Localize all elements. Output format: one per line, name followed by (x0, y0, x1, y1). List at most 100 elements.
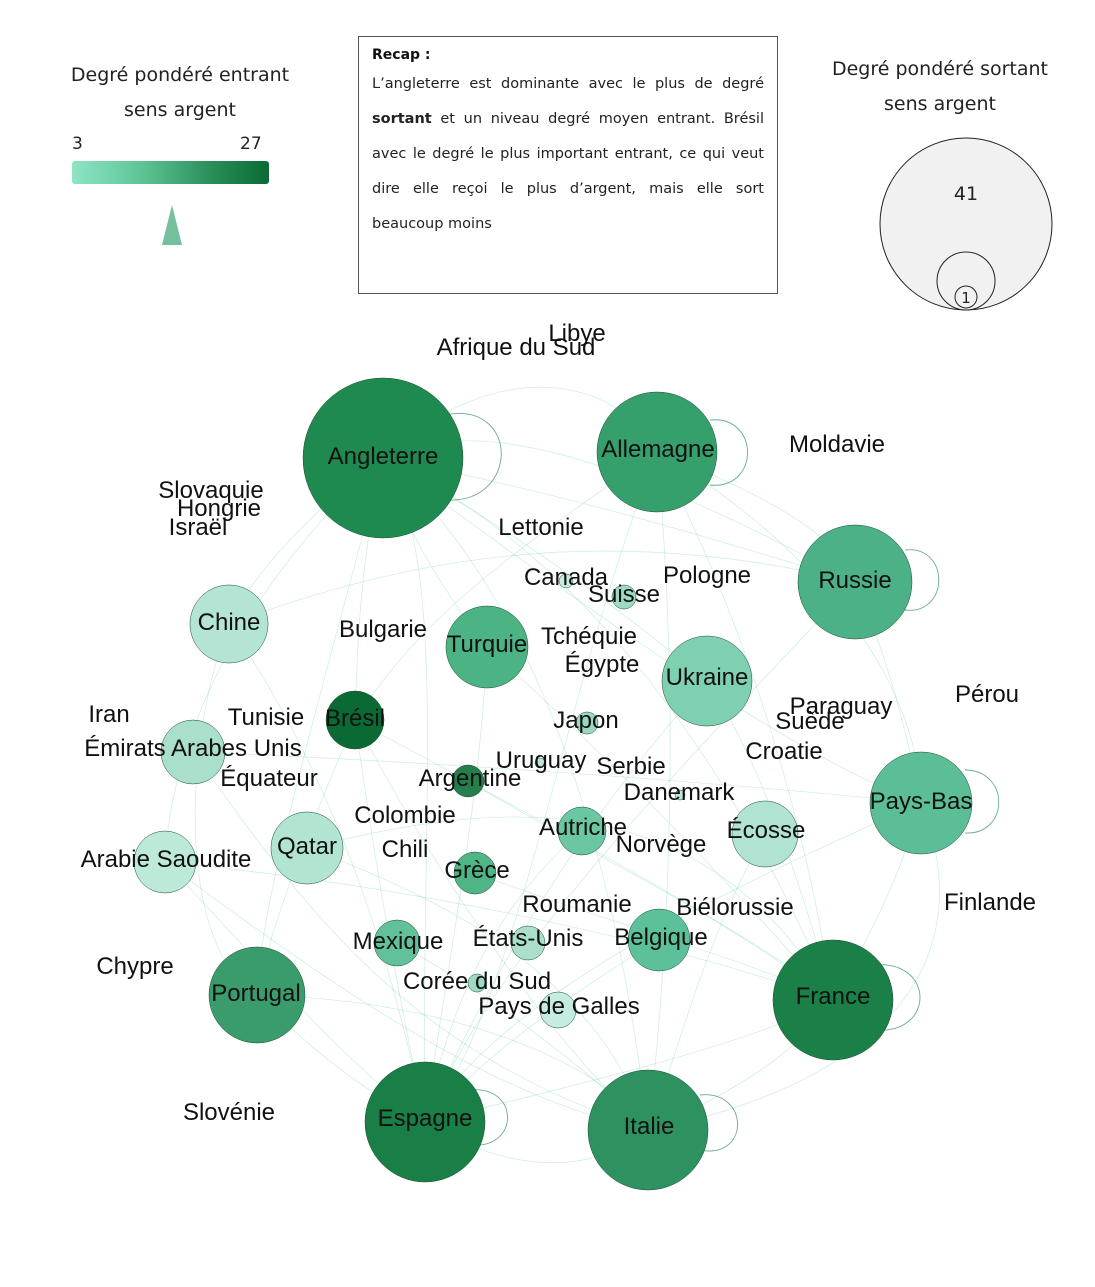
label-finlande: Finlande (944, 889, 1036, 916)
label-equateur: Équateur (220, 765, 317, 792)
node-pays-bas[interactable] (869, 751, 973, 855)
node-belgique[interactable] (627, 908, 691, 972)
node-canada[interactable] (558, 573, 574, 589)
edge (194, 623, 258, 996)
legend-in-min: 3 (72, 134, 83, 154)
legend-out-circle-min (954, 285, 978, 309)
legend-in-title: Degré pondéré entrant sens argent (40, 58, 320, 128)
node-france[interactable] (772, 939, 894, 1061)
label-canada: Canada (524, 564, 609, 591)
label-afrique-sud: Afrique du Sud (437, 334, 596, 361)
edge (306, 847, 649, 1131)
node-coree[interactable] (467, 973, 487, 993)
self-loop-italie (699, 1094, 738, 1152)
legend-out-circles: 41 1 (879, 137, 1053, 311)
edge (354, 451, 658, 721)
label-danemark: Danemark (624, 779, 736, 806)
edge (354, 719, 834, 1001)
node-italie[interactable] (587, 1069, 709, 1191)
legend-out-title-line2: sens argent (884, 93, 996, 115)
legend-out-title-line1: Degré pondéré sortant (831, 58, 1049, 80)
edge (486, 646, 834, 1001)
label-norvege: Norvège (616, 831, 707, 858)
label-france: France (796, 983, 871, 1010)
label-israel: Israël (169, 514, 228, 541)
label-egypte: Égypte (565, 651, 640, 678)
self-loop-france (874, 964, 921, 1031)
legend-out-max: 41 (954, 183, 978, 205)
node-espagne[interactable] (364, 1061, 486, 1183)
label-pays-bas: Pays-Bas (870, 788, 973, 815)
node-suisse[interactable] (611, 584, 637, 610)
self-loops (444, 413, 1000, 1152)
node-autriche[interactable] (557, 806, 607, 856)
label-coree: Corée du Sud (403, 968, 551, 995)
edge (192, 751, 649, 1131)
label-suede: Suède (775, 708, 844, 735)
label-argentine: Argentine (419, 765, 522, 792)
edge (382, 457, 834, 1001)
node-emirats[interactable] (160, 719, 226, 785)
label-perou: Pérou (955, 681, 1019, 708)
label-pologne: Pologne (663, 562, 751, 589)
label-portugal: Portugal (211, 980, 300, 1007)
node-etats-unis[interactable] (510, 925, 546, 961)
legend-out-min: 1 (961, 289, 971, 307)
node-argentine[interactable] (451, 764, 485, 798)
label-arabie: Arabie Saoudite (81, 846, 252, 873)
node-russie[interactable] (797, 524, 913, 640)
label-moldavie: Moldavie (789, 431, 885, 458)
node-ecosse[interactable] (731, 800, 799, 868)
node-chine[interactable] (189, 584, 269, 664)
label-qatar: Qatar (277, 833, 337, 860)
label-iran: Iran (88, 701, 129, 728)
edge (647, 451, 671, 1131)
legend-out-circle-mid (936, 251, 996, 311)
edge (228, 550, 856, 625)
recap-text: L’angleterre est dominante avec le plus … (372, 67, 764, 242)
edge (424, 451, 658, 1123)
edge (164, 457, 384, 863)
node-uruguay[interactable] (534, 757, 546, 769)
edge (382, 457, 649, 1131)
label-allemagne: Allemagne (601, 436, 714, 463)
node-danemark[interactable] (674, 789, 686, 801)
recap-text-before: L’angleterre est dominante avec le plus … (372, 76, 764, 92)
node-arabie[interactable] (133, 830, 197, 894)
label-chine: Chine (198, 609, 261, 636)
label-mexique: Mexique (353, 928, 444, 955)
node-angleterre[interactable] (302, 377, 464, 539)
recap-title: Recap : (372, 47, 431, 63)
label-libye: Libye (548, 320, 605, 347)
legend-in-title-line1: Degré pondéré entrant (70, 64, 290, 86)
recap-text-after: et un niveau degré moyen entrant. Brésil… (372, 111, 764, 232)
label-serbie: Serbie (596, 753, 665, 780)
edge (424, 581, 856, 1123)
label-russie: Russie (818, 567, 891, 594)
label-grece: Grèce (444, 857, 509, 884)
label-ecosse: Écosse (727, 817, 806, 844)
node-mexique[interactable] (373, 919, 421, 967)
label-tunisie: Tunisie (228, 704, 304, 731)
node-turquie[interactable] (445, 605, 529, 689)
legend-in-max: 27 (240, 134, 262, 154)
label-ukraine: Ukraine (666, 664, 749, 691)
label-espagne: Espagne (378, 1105, 473, 1132)
label-chypre: Chypre (96, 953, 173, 980)
label-lettonie: Lettonie (498, 514, 583, 541)
node-japon[interactable] (575, 711, 599, 735)
label-roumanie: Roumanie (522, 891, 631, 918)
node-bresil[interactable] (325, 690, 385, 750)
node-ukraine[interactable] (661, 635, 753, 727)
edge (164, 861, 649, 1131)
legend-out-title: Degré pondéré sortant sens argent (800, 52, 1080, 122)
label-pays-galles: Pays de Galles (478, 993, 639, 1020)
node-qatar[interactable] (270, 811, 344, 885)
node-grece[interactable] (453, 851, 497, 895)
label-emirats: Émirats Arabes Unis (84, 735, 301, 762)
self-loop-allemagne (709, 419, 748, 486)
node-allemagne[interactable] (596, 391, 718, 513)
legend-in-title-line2: sens argent (124, 99, 236, 121)
node-pays-galles[interactable] (539, 991, 577, 1029)
node-portugal[interactable] (208, 946, 306, 1044)
